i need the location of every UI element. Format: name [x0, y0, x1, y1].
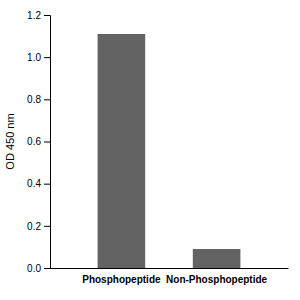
y-tick-label: 1.0 — [27, 52, 41, 63]
y-tick-label: 0.4 — [27, 178, 41, 189]
y-tick: 1.2 — [27, 10, 50, 21]
y-axis: 0.0 0.2 0.4 0.6 0.8 1.0 1.2 — [27, 10, 50, 274]
x-axis-line — [51, 268, 289, 269]
y-axis-title: OD 450 nm — [4, 113, 16, 169]
y-tick-label: 0.6 — [27, 136, 41, 147]
bar — [98, 34, 146, 268]
x-tick: Phosphopeptide — [82, 274, 161, 285]
y-tick-label: 0.0 — [27, 263, 41, 274]
x-tick-label: Non-Phosphopeptide — [166, 274, 268, 285]
y-tick: 0.4 — [27, 178, 50, 189]
y-tick: 0.6 — [27, 136, 50, 147]
y-tick-mark — [44, 268, 50, 269]
y-axis-line — [44, 16, 51, 269]
plot-area — [98, 34, 241, 268]
y-tick-label: 0.2 — [27, 221, 41, 232]
y-tick: 0.0 — [27, 263, 50, 274]
y-tick-mark — [44, 57, 50, 58]
y-tick-label: 0.8 — [27, 94, 41, 105]
y-tick: 0.2 — [27, 221, 50, 232]
y-tick-mark — [44, 15, 50, 16]
x-tick-label: Phosphopeptide — [82, 274, 161, 285]
y-tick: 0.8 — [27, 94, 50, 105]
chart: 0.0 0.2 0.4 0.6 0.8 1.0 1.2 Phosphopeptide Non-P… — [0, 0, 300, 300]
x-axis: Phosphopeptide Non-Phosphopeptide — [51, 269, 289, 286]
x-tick: Non-Phosphopeptide — [166, 274, 268, 285]
y-tick-mark — [44, 99, 50, 100]
y-tick-mark — [44, 226, 50, 227]
bar — [193, 249, 241, 268]
y-tick-label: 1.2 — [27, 10, 41, 21]
y-tick-mark — [44, 184, 50, 185]
y-tick: 1.0 — [27, 52, 50, 63]
y-tick-mark — [44, 142, 50, 143]
